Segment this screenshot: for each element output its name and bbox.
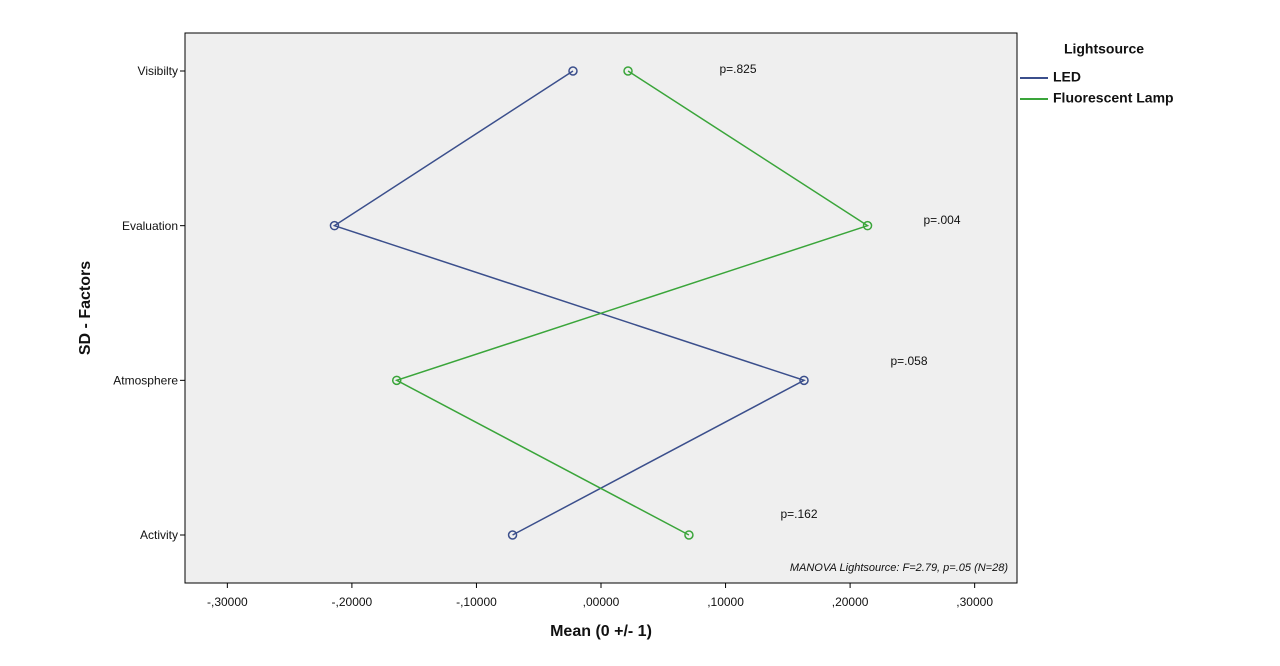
point	[329, 220, 340, 231]
x-tick-label: -,30000	[207, 595, 248, 609]
series-line	[332, 70, 806, 536]
series-line	[394, 70, 870, 536]
x-tick-label: ,20000	[832, 595, 869, 609]
y-tick-label: Evaluation	[122, 219, 178, 233]
point	[862, 220, 873, 231]
x-tick-label: -,20000	[332, 595, 373, 609]
y-axis-label: SD - Factors	[77, 261, 94, 355]
point	[684, 530, 694, 540]
plot-area	[184, 32, 1018, 584]
legend-label: Fluorescent Lamp	[1053, 90, 1174, 106]
y-tick-label: Atmosphere	[113, 374, 178, 388]
note: MANOVA Lightsource: F=2.79, p=.05 (N=28)	[790, 562, 1009, 574]
y-tick-label: Activity	[140, 528, 178, 542]
y-tick-label: Visibilty	[138, 64, 178, 78]
point	[623, 66, 633, 76]
annotation: p=.825	[719, 62, 756, 76]
legend-title: Lightsource	[1064, 41, 1144, 57]
point	[391, 375, 402, 386]
point	[799, 375, 809, 386]
point	[568, 66, 578, 76]
x-axis-label: Mean (0 +/- 1)	[550, 623, 652, 640]
annotation: p=.004	[923, 213, 960, 227]
annotation: p=.058	[890, 354, 927, 368]
point	[507, 530, 518, 540]
x-tick-label: ,10000	[707, 595, 744, 609]
legend-label: LED	[1053, 69, 1081, 85]
x-tick-label: -,10000	[456, 595, 497, 609]
x-tick-label: ,00000	[583, 595, 620, 609]
annotation: p=.162	[780, 507, 817, 521]
x-tick-label: ,30000	[956, 595, 993, 609]
